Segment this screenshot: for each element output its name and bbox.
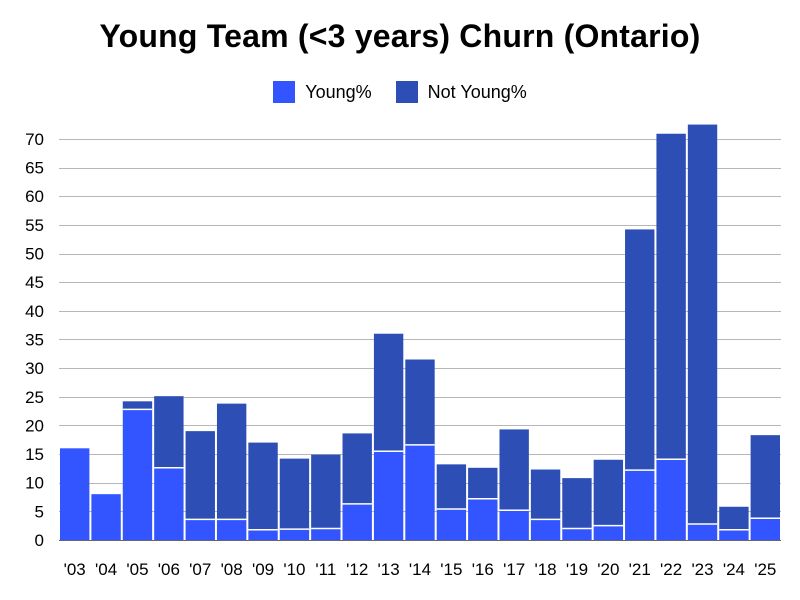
bar-young-25 [750, 518, 780, 540]
bar-young-24 [719, 529, 749, 540]
y-tick-label: 30 [25, 359, 44, 378]
x-tick-label: '17 [503, 560, 525, 579]
bar-not-young-05 [122, 401, 153, 410]
y-tick-label: 0 [35, 531, 44, 550]
bar-not-young-24 [719, 506, 749, 530]
bar-young-07 [185, 519, 215, 540]
y-tick-label: 25 [25, 388, 44, 407]
bar-not-young-20 [593, 459, 624, 526]
bar-young-19 [562, 528, 592, 540]
y-tick-label: 10 [25, 474, 44, 493]
x-tick-label: '21 [629, 560, 651, 579]
legend-label-not-young: Not Young% [427, 81, 527, 102]
legend-label-young: Young% [305, 81, 372, 102]
bar-not-young-17 [499, 429, 529, 511]
x-tick-label: '19 [566, 560, 588, 579]
bar-young-23 [687, 523, 718, 540]
x-tick-label: '05 [126, 560, 148, 579]
bar-young-16 [468, 498, 498, 540]
legend-swatch-not-young [395, 81, 418, 103]
y-tick-label: 65 [25, 159, 44, 178]
y-tick-labels: 0 5 10 15 20 25 30 35 40 45 50 55 60 65 70 [25, 130, 44, 550]
bar-not-young-15 [436, 464, 467, 510]
y-tick-label: 40 [25, 302, 44, 321]
x-tick-label: '07 [189, 560, 211, 579]
legend-item-not-young: Not Young% [395, 81, 527, 103]
x-tick-label: '03 [64, 560, 86, 579]
bar-young-04 [91, 494, 121, 540]
y-tick-label: 15 [25, 445, 44, 464]
bar-not-young-08 [216, 403, 247, 520]
bar-not-young-06 [154, 396, 184, 468]
x-tick-label: '18 [534, 560, 556, 579]
x-tick-label: '23 [691, 560, 713, 579]
y-tick-label: 45 [25, 273, 44, 292]
bar-young-12 [342, 503, 372, 540]
bar-young-14 [405, 444, 435, 540]
bar-not-young-09 [248, 442, 278, 530]
x-tick-labels: '03 '04 '05 '06 '07 '08 '09 '10 '11 '12 '13 '14 '15 '… [64, 560, 777, 579]
x-tick-label: '20 [597, 560, 619, 579]
y-tick-label: 50 [25, 245, 44, 264]
bar-not-young-23 [687, 124, 718, 524]
bar-young-21 [625, 470, 655, 540]
bar-young-22 [656, 459, 686, 540]
bar-not-young-14 [405, 359, 435, 445]
x-tick-label: '08 [221, 560, 243, 579]
bar-young-18 [530, 519, 561, 540]
x-tick-label: '14 [409, 560, 431, 579]
bar-young-13 [373, 451, 404, 540]
bar-not-young-07 [185, 431, 215, 520]
bar-not-young-11 [311, 454, 341, 529]
x-tick-label: '10 [283, 560, 305, 579]
legend: Young% Not Young% [0, 80, 800, 104]
bar-young-09 [248, 529, 278, 540]
x-tick-label: '06 [158, 560, 180, 579]
legend-item-young: Young% [273, 81, 372, 103]
bar-young-17 [499, 510, 529, 540]
bar-not-young-10 [279, 458, 310, 530]
bar-not-young-16 [468, 467, 498, 499]
bar-young-11 [311, 528, 341, 540]
x-tick-label: '12 [346, 560, 368, 579]
y-tick-label: 55 [25, 216, 44, 235]
y-tick-label: 35 [25, 330, 44, 349]
y-tick-label: 70 [25, 130, 44, 149]
x-tick-label: '16 [472, 560, 494, 579]
bar-not-young-25 [750, 435, 780, 519]
bar-young-20 [593, 525, 624, 540]
y-tick-label: 60 [25, 187, 44, 206]
chart-title: Young Team (<3 years) Churn (Ontario) [99, 18, 701, 54]
bar-young-06 [154, 467, 184, 540]
x-tick-label: '11 [315, 560, 336, 579]
bar-not-young-22 [656, 133, 686, 460]
bar-not-young-18 [530, 469, 561, 520]
bar-young-10 [279, 529, 310, 540]
bar-young-15 [436, 509, 467, 540]
x-tick-label: '04 [95, 560, 117, 579]
bars [60, 124, 780, 540]
bar-not-young-19 [562, 478, 592, 529]
bar-not-young-13 [373, 333, 404, 452]
bar-young-08 [216, 519, 247, 540]
x-tick-label: '22 [660, 560, 682, 579]
bar-not-young-12 [342, 433, 372, 504]
bar-young-03 [60, 448, 90, 540]
x-tick-label: '13 [378, 560, 400, 579]
bar-not-young-21 [625, 229, 655, 471]
x-tick-label: '15 [440, 560, 462, 579]
x-tick-label: '09 [252, 560, 274, 579]
x-tick-label: '24 [723, 560, 745, 579]
y-tick-label: 5 [35, 502, 44, 521]
y-tick-label: 20 [25, 416, 44, 435]
legend-swatch-young [273, 81, 296, 103]
bar-young-05 [122, 409, 153, 540]
x-tick-label: '25 [754, 560, 776, 579]
